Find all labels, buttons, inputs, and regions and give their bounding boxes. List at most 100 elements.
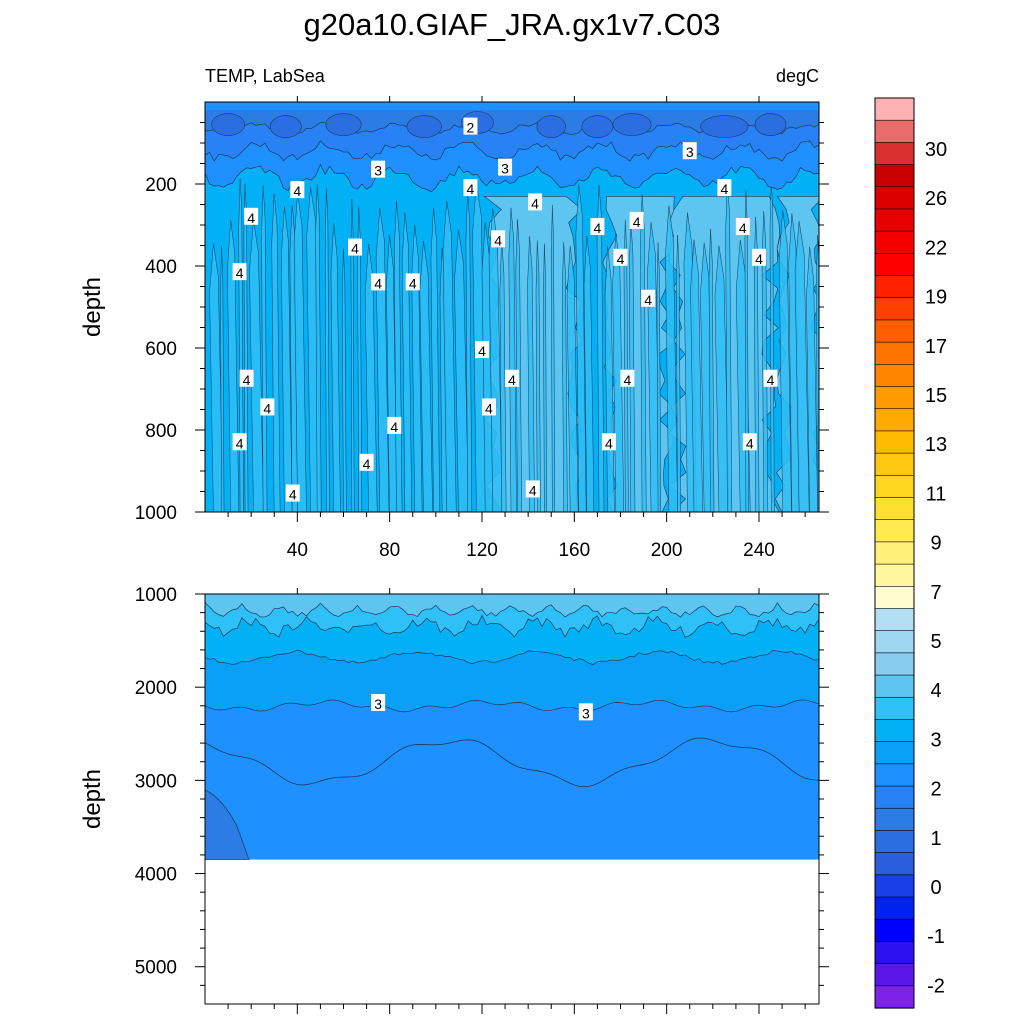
colorbar-segment [874,785,915,809]
colorbar-segment [874,341,915,365]
plume [481,222,494,512]
contour-label: 4 [239,369,254,388]
plume [769,179,775,512]
contour-label-bg [590,218,605,236]
contour-label-text: 4 [374,275,382,291]
contour-label: 3 [371,160,386,179]
x-tick-label: 80 [379,540,400,561]
plume [676,235,681,512]
contour-label-bg [285,484,300,502]
cold-blob [325,113,362,136]
colorbar-label: 22 [925,237,947,259]
contour-label-text: 4 [624,372,632,388]
contour-label-bg [348,238,363,256]
contour-label-text: 3 [374,163,382,179]
plume [350,198,355,512]
contour-label: 4 [290,181,305,199]
colorbar-segment [874,452,915,476]
contour-label-text: 4 [263,400,271,416]
plume [209,243,224,512]
colorbar-label: 11 [926,483,947,505]
colorbar-segment [874,97,915,121]
contour-label-text: 3 [582,705,590,721]
colorbar-segment [874,852,915,876]
contour-label: 4 [590,218,605,236]
y-tick-label: 1000 [135,585,177,606]
cold-blob [700,115,749,138]
colorbar-segment [874,297,915,321]
contour-label-bg [491,230,506,248]
contour-label: 4 [491,230,506,248]
plume [293,192,307,512]
variable-label: TEMP, LabSea [205,66,326,86]
plume [419,241,433,512]
surface-film [205,102,819,110]
plume [330,223,341,512]
cold-blob [754,113,787,136]
contour-label-text: 4 [633,214,641,230]
contour-label: 4 [528,193,543,211]
contour-label: 4 [601,433,616,451]
units-label: degC [776,66,819,86]
contour-label: 4 [620,369,635,388]
contour-label-bg [239,369,254,387]
contour-label: 4 [463,179,478,197]
contour-label-bg [463,179,478,197]
plume [325,188,330,512]
plume [623,219,629,512]
plume [430,208,440,512]
plume [583,235,595,512]
colorbar-label: 30 [925,139,947,161]
contour-label-text: 4 [644,292,652,308]
contour-label-text: 4 [293,183,301,199]
contour-label-bg [735,218,750,236]
colorbar-segment [874,741,915,765]
colorbar-segment [874,275,915,299]
contour-label: 4 [359,453,374,472]
contour-label-bg [405,273,420,291]
contour-label: 4 [751,248,766,267]
cold-blob [211,113,245,136]
upper-axis-ticks: 40 80 120 160 200 240 200 400 600 800 1000 [135,96,829,561]
cold-blob [612,113,652,136]
plume [543,243,547,512]
colorbar-segment [874,186,915,210]
contour-label-text: 3 [501,161,509,177]
plume [725,181,733,512]
contour-label-text: 3 [374,696,382,712]
y-tick-label: 4000 [135,865,177,886]
upper-contour-panel: 40 80 120 160 200 240 200 400 600 800 1000 depth 2… [79,96,829,561]
colorbar-segment [874,253,915,277]
colorbar-label: -1 [927,926,945,948]
plume [665,205,678,512]
colorbar-label: 26 [925,188,947,210]
contour-label: 4 [232,263,247,281]
lower-contour-fill [205,594,819,1004]
plume [357,206,363,512]
upper-contour-fill [205,102,819,512]
y-tick-label: 600 [145,339,177,360]
plume [778,210,792,512]
colorbar-segment [874,874,915,898]
colorbar-segment [874,119,915,143]
contour-label-text: 4 [508,372,516,388]
contour-label-bg [641,289,656,307]
contour-label-bg [290,181,305,199]
plume [465,191,473,512]
colorbar-segment [874,519,915,543]
contour-label-text: 4 [617,251,625,267]
colorbar-label: 17 [925,336,947,358]
colorbar-segment [874,918,915,943]
contour-label: 4 [629,211,644,230]
isotherm-2-5 [205,737,819,788]
plume [386,234,398,512]
plume [261,185,268,512]
colorbar-segment [874,386,915,410]
colorbar-segment [874,896,915,920]
colorbar-frame [874,97,915,1009]
contour-label-text: 4 [478,343,486,359]
contour-label-text: 4 [494,232,502,248]
colorbar-segment [874,830,915,854]
colorbar-segment [874,563,915,587]
